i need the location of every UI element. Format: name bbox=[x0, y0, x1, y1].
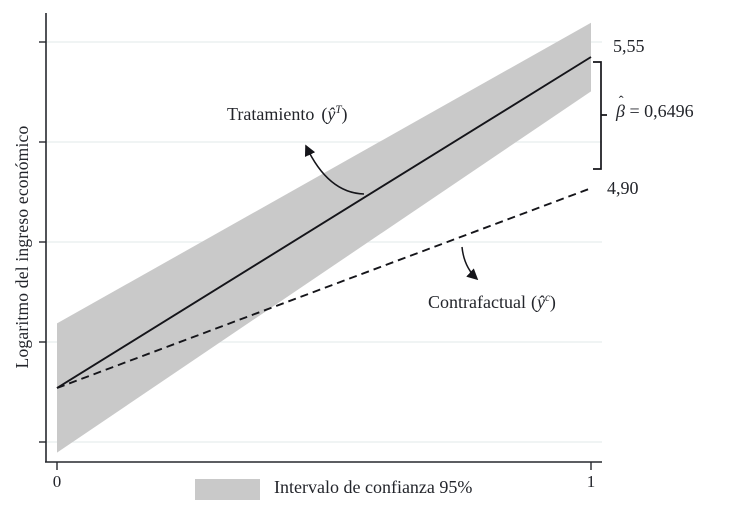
beta-bracket bbox=[593, 61, 607, 170]
confidence-band bbox=[57, 22, 591, 453]
x-tick-label-0: 0 bbox=[52, 472, 62, 491]
treatment-label: Tratamiento (ŷT) bbox=[227, 104, 348, 125]
y-axis-label: Logaritmo del ingreso económico bbox=[11, 125, 32, 369]
counterfactual-symbol: ŷ bbox=[536, 292, 545, 312]
counterfactual-open-paren: ( bbox=[530, 292, 537, 312]
beta-value: = 0,6496 bbox=[624, 101, 694, 121]
treatment-superscript: T bbox=[335, 104, 342, 116]
counterfactual-label-text: Contrafactual bbox=[428, 292, 526, 312]
treatment-end-value: 5,55 bbox=[613, 36, 645, 56]
counterfactual-annotation-arrow bbox=[461, 246, 479, 281]
axes bbox=[45, 13, 602, 463]
y-ticks bbox=[39, 41, 46, 443]
counterfactual-superscript: c bbox=[544, 292, 550, 304]
counterfactual-end-value: 4,90 bbox=[607, 178, 639, 198]
legend-ci-label: Intervalo de confianza 95% bbox=[274, 477, 473, 497]
treatment-close-paren: ) bbox=[341, 104, 348, 124]
counterfactual-label: Contrafactual (ŷc) bbox=[428, 292, 556, 313]
treatment-line bbox=[56, 56, 592, 389]
treatment-label-text: Tratamiento bbox=[227, 104, 315, 124]
x-ticks bbox=[56, 462, 592, 470]
counterfactual-line bbox=[56, 187, 592, 389]
treatment-symbol: ŷ bbox=[327, 104, 336, 124]
beta-hat: ˆ bbox=[618, 93, 624, 110]
x-tick-label-1: 1 bbox=[586, 472, 596, 491]
treatment-open-paren: ( bbox=[321, 104, 328, 124]
legend-ci-swatch bbox=[195, 479, 260, 500]
treatment-annotation-arrow bbox=[304, 144, 365, 195]
counterfactual-close-paren: ) bbox=[549, 292, 556, 312]
